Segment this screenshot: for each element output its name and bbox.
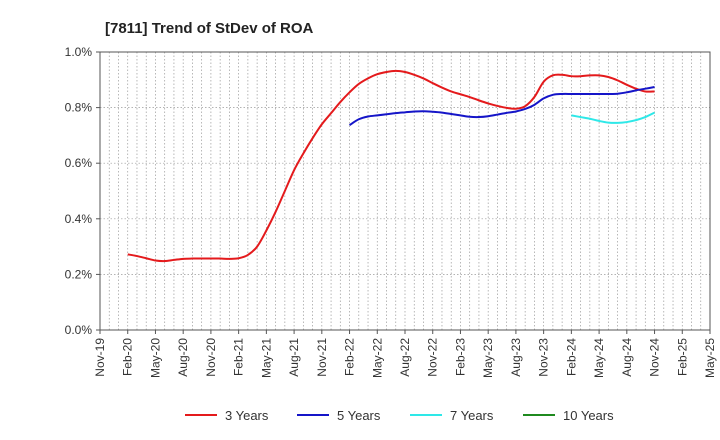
x-tick-label: May-25 (703, 338, 717, 378)
y-tick-label: 0.8% (65, 101, 93, 115)
x-tick-label: Feb-20 (121, 338, 135, 376)
legend-label-2: 7 Years (450, 408, 494, 423)
y-tick-label: 0.2% (65, 267, 93, 281)
y-tick-label: 0.6% (65, 156, 93, 170)
series-line-1 (349, 86, 655, 126)
series-lines (127, 69, 655, 263)
x-tick-label: Nov-22 (426, 338, 440, 377)
series-line-2 (571, 111, 655, 124)
series-line-0 (127, 69, 655, 263)
legend-label-1: 5 Years (337, 408, 381, 423)
legend-label-3: 10 Years (563, 408, 614, 423)
x-tick-label: Aug-22 (398, 338, 412, 377)
x-tick-label: Feb-22 (343, 338, 357, 376)
x-tick-label: May-21 (259, 338, 273, 378)
x-tick-label: Nov-23 (537, 338, 551, 377)
x-tick-label: Nov-20 (204, 338, 218, 377)
x-tick-label: Nov-24 (648, 338, 662, 377)
x-tick-label: Nov-19 (93, 338, 107, 377)
x-tick-label: Aug-21 (287, 338, 301, 377)
x-tick-label: May-20 (148, 338, 162, 378)
x-tick-label: Nov-21 (315, 338, 329, 377)
x-tick-label: May-24 (592, 338, 606, 378)
y-tick-label: 1.0% (65, 45, 93, 59)
x-tick-label: Feb-21 (232, 338, 246, 376)
x-tick-label: Feb-24 (564, 338, 578, 376)
chart-title: [7811] Trend of StDev of ROA (105, 20, 314, 37)
legend-label-0: 3 Years (225, 408, 269, 423)
x-tick-label: May-22 (370, 338, 384, 378)
x-tick-label: Feb-23 (453, 338, 467, 376)
y-axis-ticks: 0.0% 0.2% 0.4% 0.6% 0.8% 1.0% (65, 45, 100, 337)
x-tick-label: Feb-25 (675, 338, 689, 376)
x-tick-label: Aug-24 (620, 338, 634, 377)
x-tick-label: May-23 (481, 338, 495, 378)
y-tick-label: 0.0% (65, 323, 93, 337)
x-tick-label: Aug-23 (509, 338, 523, 377)
x-tick-label: Aug-20 (176, 338, 190, 377)
x-axis-ticks: Nov-19 Feb-20 May-20 Aug-20 Nov-20 Feb-21 May-… (93, 330, 717, 378)
legend: 3 Years 5 Years 7 Years 10 Years (185, 408, 614, 423)
y-tick-label: 0.4% (65, 212, 93, 226)
